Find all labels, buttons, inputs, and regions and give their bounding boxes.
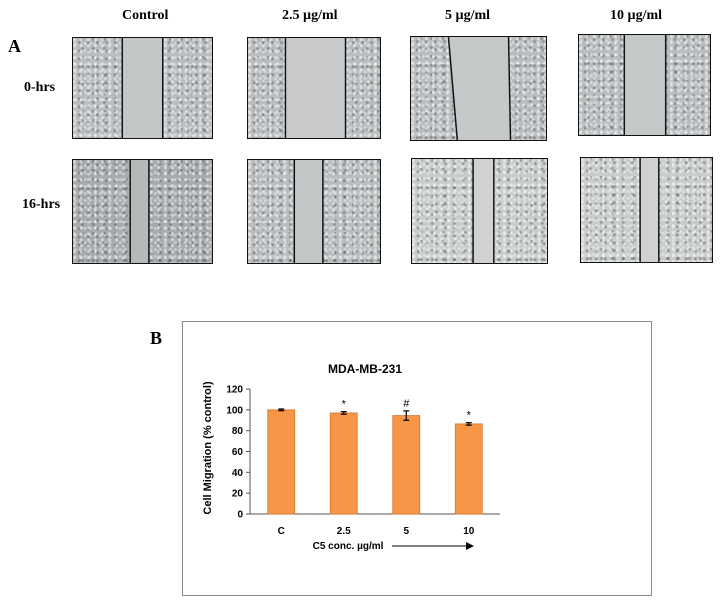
- y-tick-label: 60: [232, 447, 244, 458]
- arrow-head: [466, 542, 474, 550]
- x-ticks: C 2.5 5 10: [278, 526, 475, 537]
- significance-mark: #: [403, 398, 410, 410]
- row-label-16-hrs: 16-hrs: [22, 197, 61, 212]
- y-axis-label: Cell Migration (% control): [202, 381, 214, 515]
- micrograph-5-16hrs: [411, 158, 548, 264]
- chart-frame: [182, 321, 652, 596]
- y-tick-label: 80: [232, 426, 244, 437]
- bar-C: [267, 409, 296, 515]
- bar-10: [454, 423, 483, 515]
- micrograph-control-16hrs: [72, 159, 213, 264]
- y-tick-label: 100: [226, 405, 243, 416]
- bar-2.5: [329, 412, 358, 515]
- micrograph-10-16hrs: [580, 157, 713, 263]
- x-tick-label: 2.5: [337, 526, 351, 537]
- column-label-2-5: 2.5 µg/ml: [282, 8, 338, 23]
- bars: * # *: [267, 398, 483, 515]
- micrograph-control-0hrs: [72, 37, 213, 139]
- micrograph-10-0hrs: [578, 34, 711, 136]
- y-ticks: 0 20 40 60 80 100 120: [226, 385, 250, 521]
- column-label-5: 5 µg/ml: [445, 8, 491, 23]
- column-label-10: 10 µg/ml: [610, 8, 663, 23]
- y-tick-label: 120: [226, 385, 243, 396]
- bar-5: [392, 415, 421, 515]
- significance-mark: *: [467, 410, 472, 422]
- x-axis-label: C5 conc. µg/ml: [313, 541, 384, 552]
- micrograph-2-5-0hrs: [247, 37, 381, 139]
- concentration-arrow: [392, 542, 474, 550]
- row-label-0-hrs: 0-hrs: [24, 80, 56, 95]
- y-tick-label: 40: [232, 468, 244, 479]
- panel-b-letter: B: [150, 328, 163, 348]
- panel-a-letter: A: [8, 36, 21, 56]
- x-tick-label: 10: [463, 526, 475, 537]
- significance-mark: *: [342, 399, 347, 411]
- x-tick-label: C: [278, 526, 285, 537]
- micrograph-2-5-16hrs: [247, 159, 381, 264]
- column-label-control: Control: [122, 8, 169, 23]
- chart-title: MDA-MB-231: [328, 362, 402, 376]
- y-tick-label: 0: [237, 510, 243, 521]
- micrograph-5-0hrs: [410, 36, 547, 141]
- y-tick-label: 20: [232, 489, 244, 500]
- x-tick-label: 5: [403, 526, 409, 537]
